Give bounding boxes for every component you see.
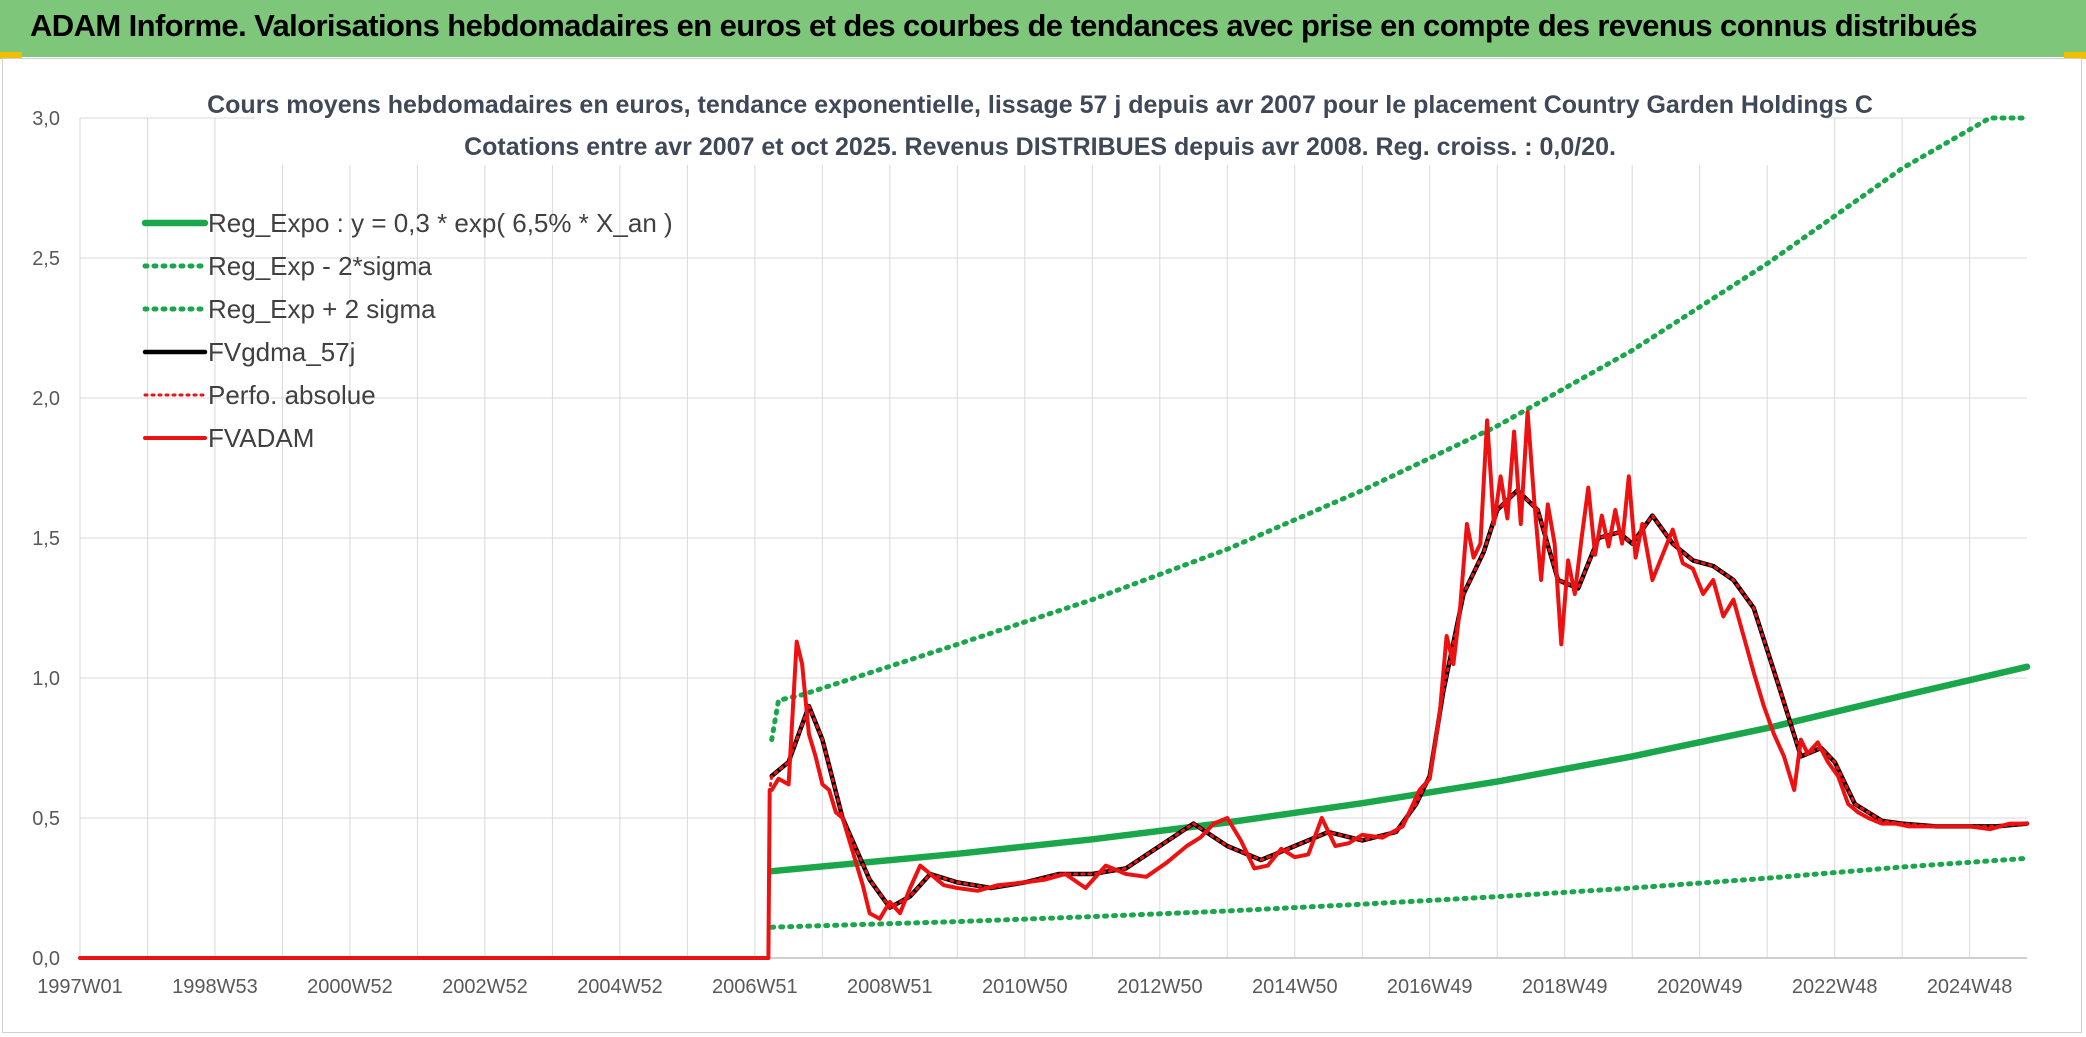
header-banner: ADAM Informe. Valorisations hebdomadaire… — [0, 0, 2086, 57]
series-reg-minus-line — [769, 855, 2030, 930]
x-tick-label: 2024W48 — [1927, 976, 2013, 998]
legend-label-reg-minus: Reg_Exp - 2*sigma — [208, 251, 433, 281]
page-title: ADAM Informe. Valorisations hebdomadaire… — [30, 8, 1977, 43]
legend-label-fvgdma: FVgdma_57j — [208, 337, 355, 367]
series-reg-expo-line — [768, 663, 2031, 875]
chart-title: Cours moyens hebdomadaires en euros, ten… — [207, 91, 1873, 119]
y-tick-label: 0,5 — [32, 808, 60, 830]
x-tick-label: 2010W50 — [982, 976, 1068, 998]
x-tick-label: 2002W52 — [442, 976, 528, 998]
series-fvgdma-line — [769, 488, 2030, 910]
x-tick-label: 2012W50 — [1117, 976, 1203, 998]
chart-subtitle: Cotations entre avr 2007 et oct 2025. Re… — [464, 133, 1616, 161]
y-tick-label: 1,5 — [32, 528, 60, 550]
x-tick-label: 2000W52 — [307, 976, 393, 998]
legend: Reg_Expo : y = 0,3 * exp( 6,5% * X_an ) R… — [141, 208, 673, 453]
series-reg-plus-line — [769, 115, 2030, 743]
x-tick-label: 1997W01 — [37, 976, 123, 998]
x-tick-label: 2014W50 — [1252, 976, 1338, 998]
legend-label-fvadam: FVADAM — [208, 423, 314, 453]
series-perfo-line — [78, 488, 2029, 960]
legend-label-reg-plus: Reg_Exp + 2 sigma — [208, 294, 436, 324]
x-tick-label: 2006W51 — [712, 976, 798, 998]
x-tick-label: 2004W52 — [577, 976, 663, 998]
corner-accent-right — [2064, 52, 2086, 59]
y-tick-label: 3,0 — [32, 108, 60, 130]
x-tick-label: 2016W49 — [1387, 976, 1473, 998]
series — [78, 115, 2031, 960]
x-tick-label: 2018W49 — [1522, 976, 1608, 998]
axes: 0,0 0,5 1,0 1,5 2,0 2,5 3,0 1997W01 1998W53 2000W… — [32, 108, 2027, 998]
x-tick-label: 2020W49 — [1657, 976, 1743, 998]
y-tick-label: 1,0 — [32, 668, 60, 690]
x-tick-label: 1998W53 — [172, 976, 258, 998]
legend-label-reg-expo: Reg_Expo : y = 0,3 * exp( 6,5% * X_an ) — [208, 208, 673, 238]
y-tick-label: 0,0 — [32, 948, 60, 970]
x-tick-label: 2022W48 — [1792, 976, 1878, 998]
series-fvadam-line — [78, 410, 2029, 960]
corner-accent-left — [0, 52, 22, 59]
x-tick-label: 2008W51 — [847, 976, 933, 998]
chart-title-block: Cours moyens hebdomadaires en euros, ten… — [207, 85, 1873, 165]
y-tick-label: 2,5 — [32, 248, 60, 270]
grid — [79, 117, 2027, 959]
legend-label-perfo: Perfo. absolue — [208, 380, 376, 410]
chart-frame — [2, 58, 2082, 1033]
y-tick-label: 2,0 — [32, 388, 60, 410]
